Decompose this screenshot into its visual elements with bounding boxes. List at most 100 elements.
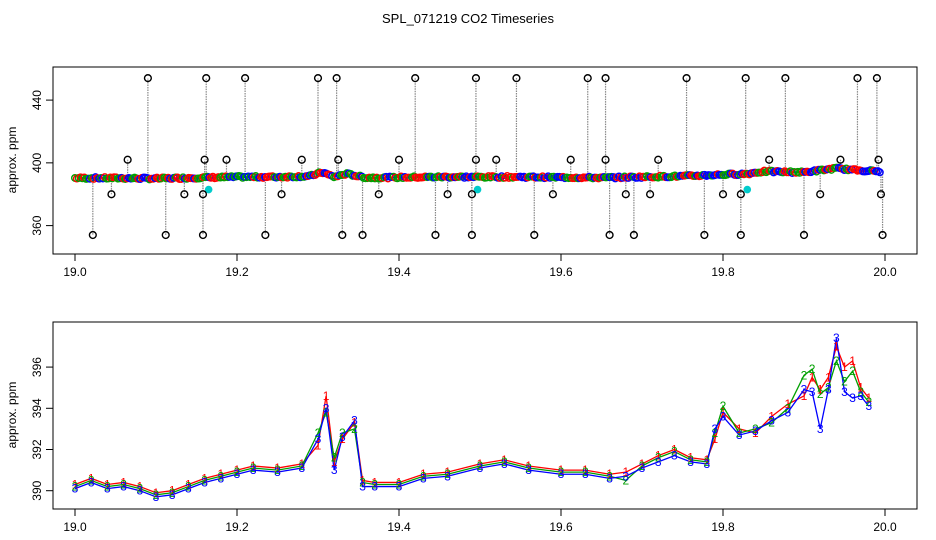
series-3-marker: 3 [153,490,160,504]
outlier-point [123,155,132,164]
bottom-y-tick-label: 396 [30,357,44,377]
series-3-marker: 3 [655,455,662,469]
baseline-point [251,172,260,181]
series-1-marker: 1 [104,478,111,492]
series-1-marker: 1 [606,467,613,481]
series-1-marker: 1 [477,457,484,471]
baseline-point [495,173,504,182]
series-1-marker: 1 [622,465,629,479]
series-1-marker: 1 [315,438,322,452]
baseline-point [544,172,553,181]
outlier-point [736,190,745,199]
outlier-point [202,74,211,83]
outlier-point [718,190,728,199]
bottom-plot-frame [52,321,918,510]
baseline-point [620,172,629,181]
baseline-point [100,173,109,182]
outlier-point [88,230,97,240]
bottom-x-tick-label: 19.6 [549,520,573,534]
series-1-marker: 1 [768,410,775,424]
series-2-marker: 2 [501,455,508,469]
series-2-marker: 2 [323,405,330,419]
series-2-marker: 2 [104,480,111,494]
outlier-point [492,155,501,164]
series-1-marker: 1 [720,405,727,419]
series-1-marker: 1 [703,453,710,467]
outlier-point [313,74,323,83]
series-3-marker: 3 [671,449,678,463]
series-2-marker: 2 [169,486,176,500]
baseline-point [80,173,89,182]
bottom-y-tick-label: 394 [30,398,44,418]
series-2-marker: 2 [120,478,127,492]
series-2-marker: 2 [825,381,832,395]
series-2-marker: 2 [833,354,840,368]
series-1-marker: 1 [359,473,366,487]
bottom-x-tick-label: 19.8 [711,520,735,534]
series-1-marker: 1 [298,457,305,471]
baseline-point [236,172,245,181]
outlier-point [700,230,709,240]
series-1-marker: 1 [687,451,694,465]
series-3-marker: 3 [865,399,872,413]
series-1-marker: 1 [444,465,451,479]
series-1-marker: 1 [809,370,816,384]
series-3-marker: 3 [351,414,358,428]
series-2-marker: 2 [712,426,719,440]
series-2-marker: 2 [736,426,743,440]
outlier-point [277,190,286,199]
baseline-point [173,173,182,182]
outlier-point [799,230,809,240]
series-3-marker: 3 [250,463,257,477]
series-3-marker: 3 [477,461,484,475]
series-2-line [74,358,870,496]
outlier-point [161,230,170,240]
series-1-marker: 1 [331,455,338,469]
series-3-marker: 3 [420,471,427,485]
top-panel-data [70,74,887,240]
top-y-axis: 360 400 440 [30,90,53,236]
baseline-point [609,173,618,182]
series-2-marker: 2 [801,368,808,382]
baseline-point [484,172,493,181]
series-2-marker: 2 [315,426,322,440]
outlier-point [107,190,116,199]
outlier-point [872,74,882,83]
series-2-marker: 2 [703,455,710,469]
series-1-marker: 1 [351,416,358,430]
series-3-marker: 3 [396,480,403,494]
outlier-point [143,74,153,83]
series-3-marker: 3 [88,475,95,489]
series-2-marker: 2 [250,461,257,475]
baseline-point [341,170,350,179]
top-panel: 19.0 19.2 19.4 19.6 19.8 20.0 360 400 440 appro… [5,66,918,279]
outlier-point [601,155,610,164]
outlier-point [878,230,887,240]
outlier-point [629,230,639,240]
baseline-point [767,166,776,175]
outlier-point [682,74,691,83]
series-2-marker: 2 [234,465,241,479]
outlier-point [358,230,367,240]
top-x-tick-label: 19.8 [711,265,735,279]
outlier-point [836,155,845,164]
series-2-marker: 2 [752,422,759,436]
series-2-marker: 2 [153,488,160,502]
series-3-marker: 3 [72,482,79,496]
series-1-marker: 1 [639,457,646,471]
baseline-point [177,174,186,183]
baseline-point [497,172,506,181]
series-3-marker: 3 [104,482,111,496]
baseline-point [482,173,491,182]
series-1-marker: 1 [801,389,808,403]
outlier-point [654,155,663,164]
outlier-point [198,190,208,199]
series-2-marker: 2 [671,445,678,459]
baseline-point [292,173,301,182]
flagged-point [743,185,752,194]
series-3-marker: 3 [849,391,856,405]
outlier-point [530,230,539,240]
baseline-point [529,172,538,181]
